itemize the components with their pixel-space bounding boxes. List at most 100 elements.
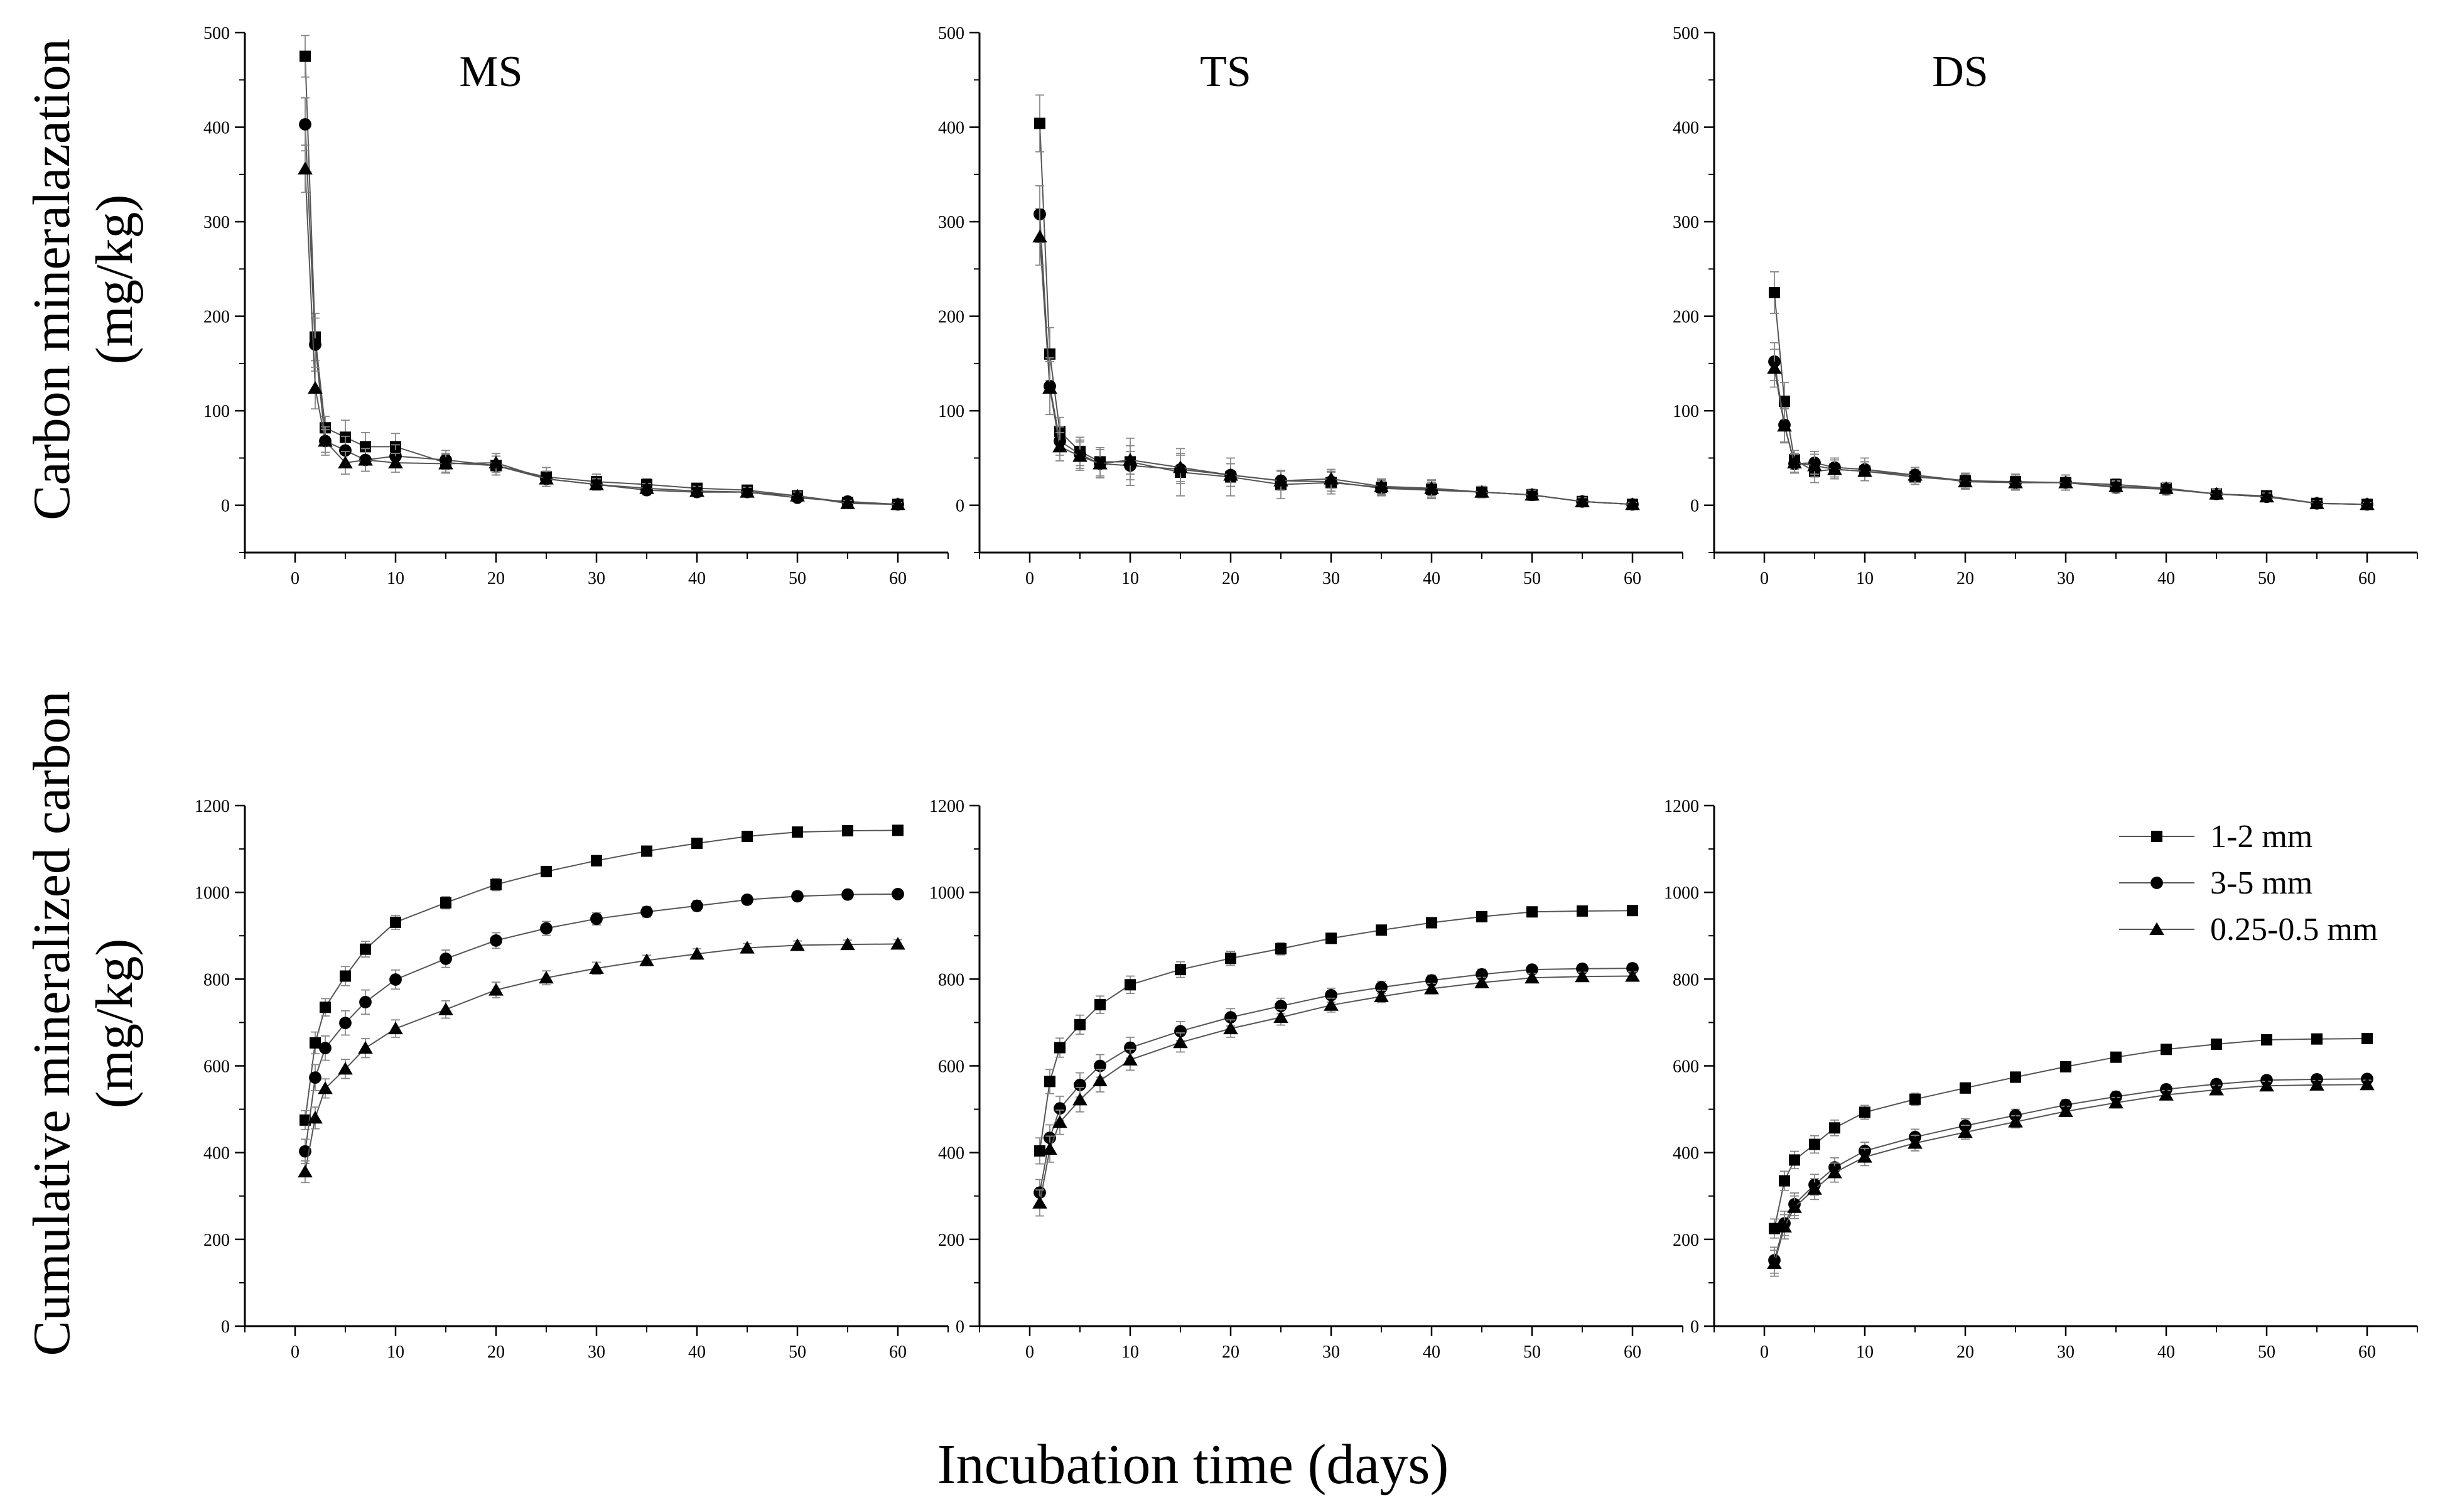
data-point (1474, 975, 1489, 988)
series-line (305, 943, 899, 1172)
x-tick-label: 60 (889, 1342, 907, 1362)
data-point (360, 943, 371, 955)
data-point (791, 890, 804, 903)
data-point (1525, 971, 1540, 984)
data-point (740, 941, 755, 954)
legend-item: 0.25-0.5 mm (2119, 912, 2378, 948)
series-3-5-mm (1033, 962, 1639, 1206)
data-point (541, 866, 552, 878)
series-line (1039, 975, 1633, 1203)
data-point (740, 485, 755, 498)
data-point (1225, 953, 1236, 964)
x-tick-label: 50 (1523, 1342, 1541, 1362)
data-point (689, 483, 704, 497)
y-tick-label: 300 (203, 213, 230, 232)
data-point (1857, 1150, 1872, 1163)
x-tick-label: 40 (1423, 1342, 1440, 1362)
series-0-25-0-5-mm (1767, 348, 2375, 510)
data-point (2309, 496, 2324, 509)
x-tick-label: 0 (1025, 1342, 1034, 1362)
x-tick-label: 10 (387, 569, 404, 588)
data-point (1044, 1076, 1055, 1088)
data-point (2261, 1034, 2272, 1046)
data-point (2008, 1115, 2023, 1128)
data-point (1575, 494, 1590, 507)
data-point (2110, 1051, 2122, 1063)
series-3-5-mm (299, 888, 904, 1164)
y-tick-label: 1200 (195, 797, 230, 816)
legend-item: 3-5 mm (2119, 865, 2312, 901)
data-point (1827, 1165, 1842, 1179)
series-0-25-0-5-mm (1032, 208, 1640, 510)
series-1-2-mm (1034, 905, 1638, 1165)
panel-title: TS (1200, 48, 1251, 96)
data-point (1787, 455, 1802, 468)
data-point (320, 1002, 331, 1013)
data-point (2161, 1044, 2172, 1056)
data-point (1052, 1115, 1067, 1128)
data-point (2058, 1104, 2073, 1118)
data-point (1474, 485, 1489, 498)
data-point (591, 855, 602, 867)
x-tick-label: 60 (2358, 569, 2376, 588)
data-point (1042, 1142, 1057, 1155)
data-point (1123, 1052, 1138, 1066)
legend-item: 1-2 mm (2119, 819, 2312, 855)
series-line (305, 893, 899, 1152)
data-point (589, 961, 604, 975)
y-tick-label: 400 (1673, 1144, 1699, 1164)
data-point (388, 1021, 403, 1035)
data-point (2108, 479, 2124, 492)
data-point (2060, 1061, 2071, 1072)
x-tick-label: 30 (2057, 569, 2075, 588)
data-point (339, 444, 352, 457)
x-tick-label: 20 (1222, 1342, 1239, 1362)
data-point (1577, 905, 1588, 917)
data-point (2058, 475, 2073, 489)
data-point (319, 1042, 332, 1055)
data-point (540, 922, 553, 935)
y-tick-label: 800 (1673, 970, 1699, 990)
x-tick-label: 30 (588, 1342, 605, 1362)
y-tick-label: 400 (938, 119, 964, 138)
data-point (488, 455, 504, 468)
data-point (1042, 381, 1057, 394)
data-point (318, 434, 333, 447)
series-1-2-mm (1034, 94, 1638, 510)
data-point (641, 845, 652, 857)
data-point (1779, 1175, 1790, 1187)
data-point (689, 947, 704, 960)
data-point (890, 497, 905, 510)
data-point (1032, 229, 1047, 243)
y-tick-label: 800 (938, 970, 964, 990)
legend-label: 3-5 mm (2210, 865, 2312, 901)
data-point (2360, 497, 2375, 510)
x-tick-label: 60 (1624, 569, 1641, 588)
y-tick-label: 500 (938, 24, 964, 43)
data-point (1054, 1102, 1066, 1115)
series-1-2-mm (1769, 1032, 2373, 1239)
data-point (1627, 905, 1638, 917)
y-tick-label: 800 (203, 970, 230, 990)
data-point (1374, 989, 1389, 1002)
x-tick-label: 0 (1760, 1342, 1769, 1362)
data-point (2209, 1083, 2224, 1096)
x-tick-label: 60 (2358, 1342, 2376, 1362)
y-tick-label: 1000 (1664, 883, 1699, 903)
data-point (390, 916, 401, 928)
y-tick-label: 400 (1673, 119, 1699, 138)
y-tick-label: 600 (938, 1057, 964, 1077)
y-tick-label: 200 (1673, 1231, 1699, 1250)
data-point (790, 938, 805, 951)
data-point (691, 899, 703, 912)
data-point (1175, 964, 1186, 976)
data-point (2211, 1038, 2222, 1050)
data-point (359, 996, 372, 1008)
data-point (1777, 1219, 1792, 1233)
data-point (1767, 1256, 1782, 1269)
series-line (305, 829, 899, 1121)
data-point (841, 888, 854, 901)
y-tick-label: 100 (1673, 402, 1699, 421)
